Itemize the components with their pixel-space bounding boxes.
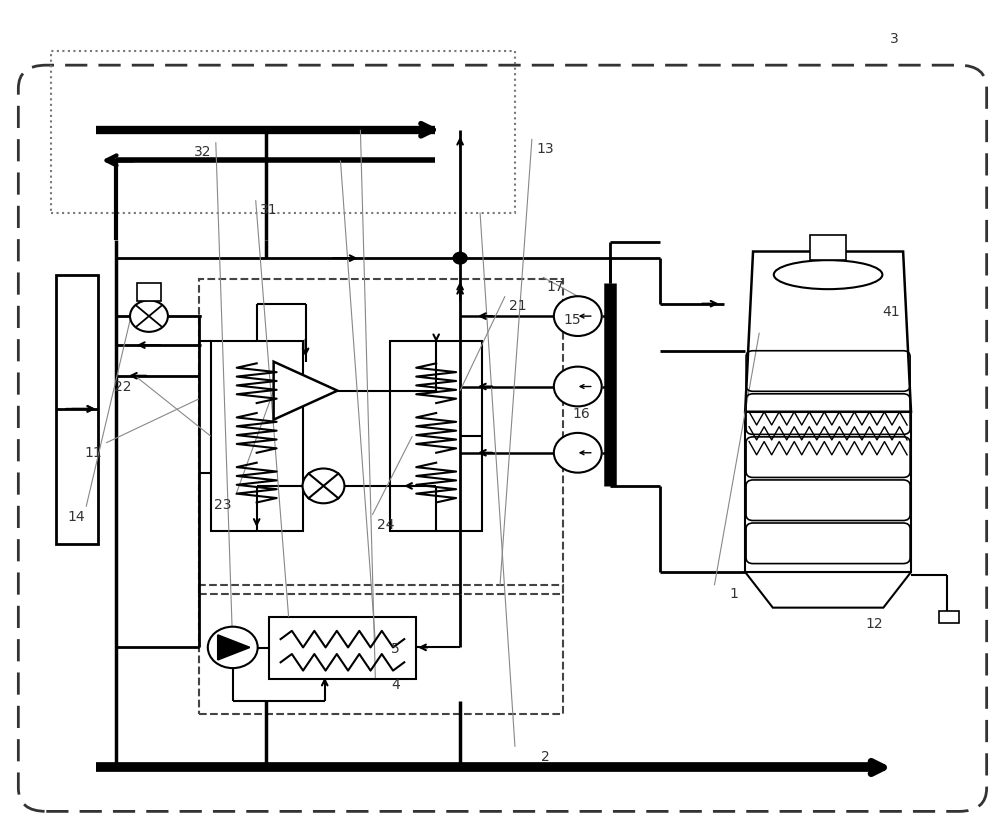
Bar	[199, 279, 563, 593]
Bar	[56, 275, 98, 543]
Text: 15: 15	[563, 313, 581, 327]
Circle shape	[303, 469, 344, 504]
Text: 22: 22	[114, 380, 132, 394]
Bar	[199, 585, 563, 714]
Text: 32: 32	[194, 145, 212, 159]
Bar	[810, 235, 846, 260]
Text: 16: 16	[573, 407, 591, 420]
Text: 3: 3	[890, 32, 898, 46]
Text: 17: 17	[546, 280, 564, 294]
Text: 24: 24	[377, 518, 394, 532]
Text: 2: 2	[540, 750, 549, 764]
Text: 14: 14	[67, 509, 85, 524]
Text: 13: 13	[536, 142, 554, 155]
Circle shape	[453, 253, 467, 264]
Text: 23: 23	[214, 498, 232, 512]
Circle shape	[554, 433, 602, 473]
Bar	[51, 51, 515, 213]
Text: 1: 1	[730, 587, 739, 601]
Ellipse shape	[774, 260, 882, 289]
Polygon shape	[745, 572, 911, 607]
Polygon shape	[274, 361, 337, 420]
Circle shape	[554, 366, 602, 406]
Polygon shape	[745, 252, 911, 412]
Text: 5: 5	[391, 642, 400, 656]
Text: 31: 31	[260, 203, 277, 217]
Bar	[137, 283, 161, 301]
Circle shape	[554, 296, 602, 336]
Text: 12: 12	[865, 617, 883, 632]
Text: 21: 21	[509, 299, 527, 313]
Text: 11: 11	[84, 445, 102, 460]
Text: 4: 4	[391, 677, 400, 691]
Text: 41: 41	[882, 305, 900, 319]
Bar	[745, 412, 911, 572]
Bar	[211, 341, 303, 532]
Polygon shape	[218, 635, 250, 660]
Bar	[939, 611, 959, 622]
Bar	[390, 341, 482, 532]
Circle shape	[130, 300, 168, 332]
Circle shape	[208, 627, 258, 668]
Bar	[269, 617, 416, 679]
